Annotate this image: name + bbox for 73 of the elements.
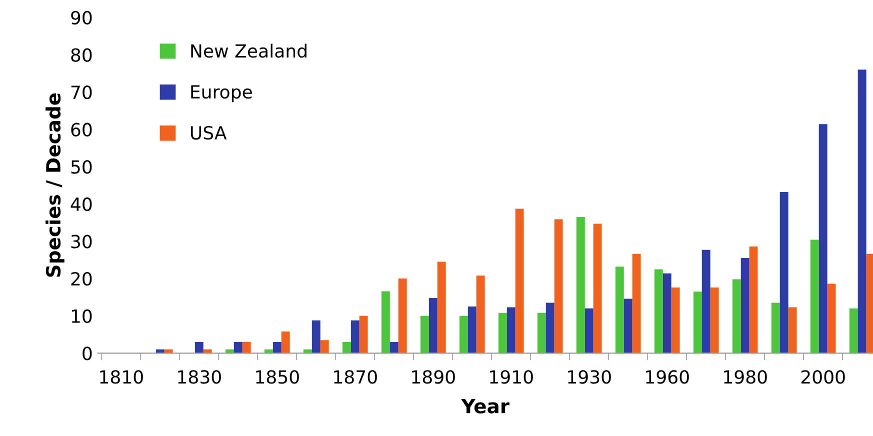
bar (624, 298, 632, 354)
x-tick-label: 1960 (646, 370, 689, 384)
x-tick-label: 1930 (568, 370, 611, 384)
bar (272, 342, 282, 354)
bar (554, 219, 563, 354)
x-tick-label: 1810 (100, 370, 143, 384)
bar (506, 307, 516, 354)
bar (632, 254, 641, 354)
bar (312, 320, 320, 354)
bar (593, 224, 602, 354)
bar (320, 340, 329, 354)
bar (498, 312, 507, 354)
bar (437, 262, 446, 354)
bar (810, 240, 819, 354)
y-tick-label: 10 (72, 309, 92, 323)
bar (546, 302, 554, 354)
bar (234, 342, 242, 354)
x-tick-label: 1890 (412, 370, 455, 384)
bar (849, 308, 858, 354)
legend-label: USA (190, 126, 227, 140)
y-tick-label: 30 (71, 234, 92, 248)
y-tick-label: 60 (71, 122, 92, 136)
x-axis-title: Year (461, 399, 510, 414)
bar (827, 284, 836, 354)
bar (693, 292, 702, 354)
bar (749, 246, 758, 354)
y-tick-label: 50 (71, 160, 92, 174)
x-tick-label: 1980 (724, 370, 767, 384)
y-tick-label: 70 (71, 86, 92, 100)
bar (818, 124, 828, 354)
y-tick-label: 80 (71, 48, 92, 62)
legend-label: Europe (191, 85, 252, 102)
bar (194, 342, 204, 354)
bar (359, 316, 368, 354)
x-tick-label: 1910 (490, 370, 533, 384)
bar (780, 192, 788, 354)
y-axis-title: Species / Decade (46, 93, 64, 277)
bar (584, 308, 594, 354)
bar (537, 312, 546, 354)
bar (242, 342, 251, 354)
y-tick-label: 40 (70, 197, 92, 212)
bar (515, 208, 524, 354)
bar (740, 258, 750, 354)
bar (671, 288, 680, 354)
bar (788, 307, 797, 354)
bar (662, 273, 672, 354)
bar (710, 288, 719, 354)
y-tick-label: 0 (82, 346, 92, 360)
y-tick-label: 90 (71, 10, 92, 25)
x-tick-label: 1870 (334, 370, 377, 384)
x-tick-label: 1850 (256, 370, 299, 384)
bar (576, 217, 585, 354)
bar (771, 302, 780, 354)
bar (428, 298, 438, 354)
bar (350, 320, 360, 354)
bar (468, 306, 476, 354)
bar (398, 278, 407, 354)
bar (281, 332, 290, 354)
bar (390, 342, 398, 354)
legend-label: New Zealand (191, 44, 306, 58)
bar (732, 279, 741, 354)
bar (615, 266, 624, 354)
bar (654, 269, 663, 354)
bar (459, 316, 468, 354)
bar (420, 316, 429, 354)
bar (702, 250, 710, 354)
bar (858, 70, 866, 354)
bar (476, 276, 485, 354)
y-tick-label: 20 (71, 272, 92, 286)
x-tick-label: 1830 (178, 370, 221, 384)
bar (381, 291, 390, 354)
x-tick-label: 2000 (801, 370, 845, 384)
bar (342, 342, 351, 354)
